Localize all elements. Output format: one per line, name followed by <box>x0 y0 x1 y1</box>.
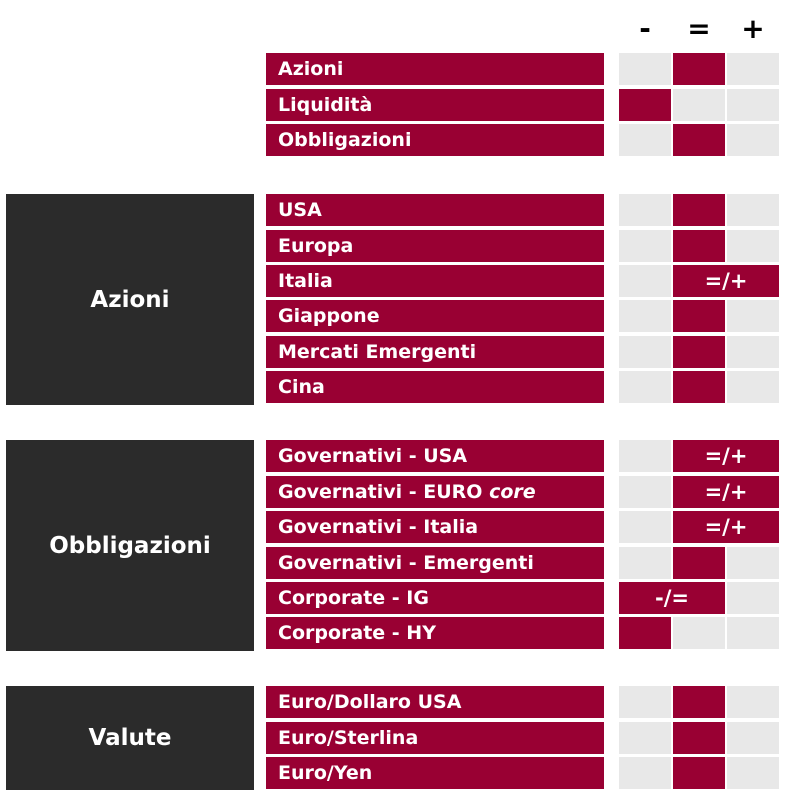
category-azioni: Azioni <box>6 194 254 405</box>
header-minus: - <box>639 12 651 45</box>
row-label: USA <box>266 194 604 226</box>
row-label: Governativi - Emergenti <box>266 547 604 579</box>
cell-minus <box>619 300 671 332</box>
header-plus: + <box>741 12 765 45</box>
category-valute: Valute <box>6 686 254 790</box>
cell-equal-plus-value: =/+ <box>673 511 779 543</box>
cell-minus <box>619 476 671 508</box>
row-label: Mercati Emergenti <box>266 336 604 368</box>
cell-minus <box>619 53 671 85</box>
row-eur-usd: Euro/Dollaro USA <box>0 686 800 718</box>
cell-minus <box>619 757 671 789</box>
row-gov-italia: Governativi - Italia =/+ <box>0 511 800 543</box>
cell-equal <box>673 547 725 579</box>
row-label: Azioni <box>266 53 604 85</box>
cell-equal <box>673 336 725 368</box>
cell-equal <box>673 617 725 649</box>
cell-minus <box>619 722 671 754</box>
cell-equal <box>673 300 725 332</box>
row-label: Liquidità <box>266 89 604 121</box>
cell-plus <box>727 53 779 85</box>
cell-minus <box>619 265 671 297</box>
cell-equal <box>673 194 725 226</box>
cell-equal-plus-value: =/+ <box>673 440 779 472</box>
row-label: Governativi - Italia <box>266 511 604 543</box>
cell-equal <box>673 757 725 789</box>
cell-minus <box>619 686 671 718</box>
row-gov-euro-core: Governativi - EURO core =/+ <box>0 476 800 508</box>
cell-plus <box>727 686 779 718</box>
row-cina: Cina <box>0 371 800 403</box>
cell-plus <box>727 230 779 262</box>
row-label-text: Governativi - EURO <box>278 481 490 503</box>
cell-equal <box>673 124 725 156</box>
row-gov-usa: Governativi - USA =/+ <box>0 440 800 472</box>
row-label: Cina <box>266 371 604 403</box>
row-italia: Italia =/+ <box>0 265 800 297</box>
cell-equal <box>673 371 725 403</box>
row-azioni: Azioni <box>0 53 800 85</box>
cell-minus-equal-value: -/= <box>619 582 725 614</box>
row-corp-ig: Corporate - IG -/= <box>0 582 800 614</box>
cell-plus <box>727 722 779 754</box>
cell-equal <box>673 89 725 121</box>
cell-minus <box>619 89 671 121</box>
cell-equal-plus-value: =/+ <box>673 265 779 297</box>
cell-plus <box>727 582 779 614</box>
row-label-italic: core <box>489 481 536 503</box>
category-obbligazioni: Obbligazioni <box>6 440 254 651</box>
cell-plus <box>727 300 779 332</box>
cell-equal-plus-value: =/+ <box>673 476 779 508</box>
row-label: Giappone <box>266 300 604 332</box>
cell-equal <box>673 230 725 262</box>
row-label: Euro/Yen <box>266 757 604 789</box>
cell-plus <box>727 371 779 403</box>
cell-minus <box>619 547 671 579</box>
row-label: Euro/Sterlina <box>266 722 604 754</box>
cell-minus <box>619 440 671 472</box>
cell-equal <box>673 686 725 718</box>
row-label: Governativi - USA <box>266 440 604 472</box>
row-eur-jpy: Euro/Yen <box>0 757 800 789</box>
row-label: Europa <box>266 230 604 262</box>
cell-equal <box>673 722 725 754</box>
row-europa: Europa <box>0 230 800 262</box>
cell-plus <box>727 547 779 579</box>
cell-plus <box>727 124 779 156</box>
row-gov-emergenti: Governativi - Emergenti <box>0 547 800 579</box>
cell-minus <box>619 617 671 649</box>
row-label: Obbligazioni <box>266 124 604 156</box>
row-eur-gbp: Euro/Sterlina <box>0 722 800 754</box>
cell-minus <box>619 230 671 262</box>
cell-minus <box>619 124 671 156</box>
row-giappone: Giappone <box>0 300 800 332</box>
row-label: Italia <box>266 265 604 297</box>
cell-plus <box>727 194 779 226</box>
cell-minus <box>619 511 671 543</box>
cell-plus <box>727 336 779 368</box>
cell-plus <box>727 757 779 789</box>
row-label: Corporate - HY <box>266 617 604 649</box>
row-label: Governativi - EURO core <box>266 476 604 508</box>
cell-equal <box>673 53 725 85</box>
cell-plus <box>727 617 779 649</box>
header-equal: = <box>687 12 711 45</box>
row-corp-hy: Corporate - HY <box>0 617 800 649</box>
cell-minus <box>619 194 671 226</box>
cell-minus <box>619 371 671 403</box>
row-usa: USA <box>0 194 800 226</box>
row-obbligazioni: Obbligazioni <box>0 124 800 156</box>
row-label: Euro/Dollaro USA <box>266 686 604 718</box>
row-label: Corporate - IG <box>266 582 604 614</box>
row-liquidita: Liquidità <box>0 89 800 121</box>
cell-minus <box>619 336 671 368</box>
row-mercati-emergenti: Mercati Emergenti <box>0 336 800 368</box>
cell-plus <box>727 89 779 121</box>
